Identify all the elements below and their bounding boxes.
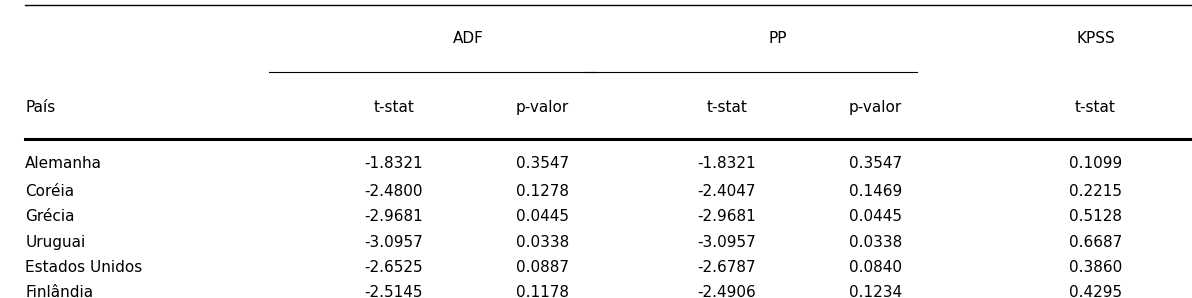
- Text: 0.1099: 0.1099: [1069, 156, 1122, 171]
- Text: KPSS: KPSS: [1076, 31, 1115, 46]
- Text: -2.9681: -2.9681: [365, 209, 423, 224]
- Text: 0.0338: 0.0338: [849, 235, 902, 250]
- Text: 0.0338: 0.0338: [516, 235, 569, 250]
- Text: 0.0887: 0.0887: [516, 260, 569, 275]
- Text: 0.0840: 0.0840: [849, 260, 902, 275]
- Text: 0.4295: 0.4295: [1069, 285, 1122, 298]
- Text: Alemanha: Alemanha: [25, 156, 103, 171]
- Text: 0.5128: 0.5128: [1069, 209, 1122, 224]
- Text: Finlândia: Finlândia: [25, 285, 93, 298]
- Text: Estados Unidos: Estados Unidos: [25, 260, 142, 275]
- Text: 0.1234: 0.1234: [849, 285, 902, 298]
- Text: -1.8321: -1.8321: [697, 156, 756, 171]
- Text: 0.3547: 0.3547: [849, 156, 902, 171]
- Text: 0.2215: 0.2215: [1069, 184, 1122, 199]
- Text: 0.0445: 0.0445: [849, 209, 902, 224]
- Text: -2.6525: -2.6525: [365, 260, 423, 275]
- Text: -3.0957: -3.0957: [697, 235, 756, 250]
- Text: 0.1278: 0.1278: [516, 184, 569, 199]
- Text: t-stat: t-stat: [707, 100, 747, 115]
- Text: -2.4047: -2.4047: [697, 184, 756, 199]
- Text: -2.4800: -2.4800: [365, 184, 423, 199]
- Text: -2.4906: -2.4906: [697, 285, 756, 298]
- Text: -2.5145: -2.5145: [365, 285, 423, 298]
- Text: -1.8321: -1.8321: [365, 156, 423, 171]
- Text: p-valor: p-valor: [849, 100, 902, 115]
- Text: Coréia: Coréia: [25, 184, 74, 199]
- Text: -2.6787: -2.6787: [697, 260, 756, 275]
- Text: 0.1469: 0.1469: [849, 184, 902, 199]
- Text: p-valor: p-valor: [516, 100, 569, 115]
- Text: País: País: [25, 100, 55, 115]
- Text: t-stat: t-stat: [1075, 100, 1116, 115]
- Text: -2.9681: -2.9681: [697, 209, 756, 224]
- Text: 0.6687: 0.6687: [1069, 235, 1122, 250]
- Text: Uruguai: Uruguai: [25, 235, 86, 250]
- Text: ADF: ADF: [453, 31, 484, 46]
- Text: -3.0957: -3.0957: [365, 235, 423, 250]
- Text: t-stat: t-stat: [373, 100, 415, 115]
- Text: 0.1178: 0.1178: [516, 285, 569, 298]
- Text: 0.3860: 0.3860: [1069, 260, 1122, 275]
- Text: 0.0445: 0.0445: [516, 209, 569, 224]
- Text: 0.3547: 0.3547: [516, 156, 569, 171]
- Text: PP: PP: [769, 31, 787, 46]
- Text: Grécia: Grécia: [25, 209, 75, 224]
